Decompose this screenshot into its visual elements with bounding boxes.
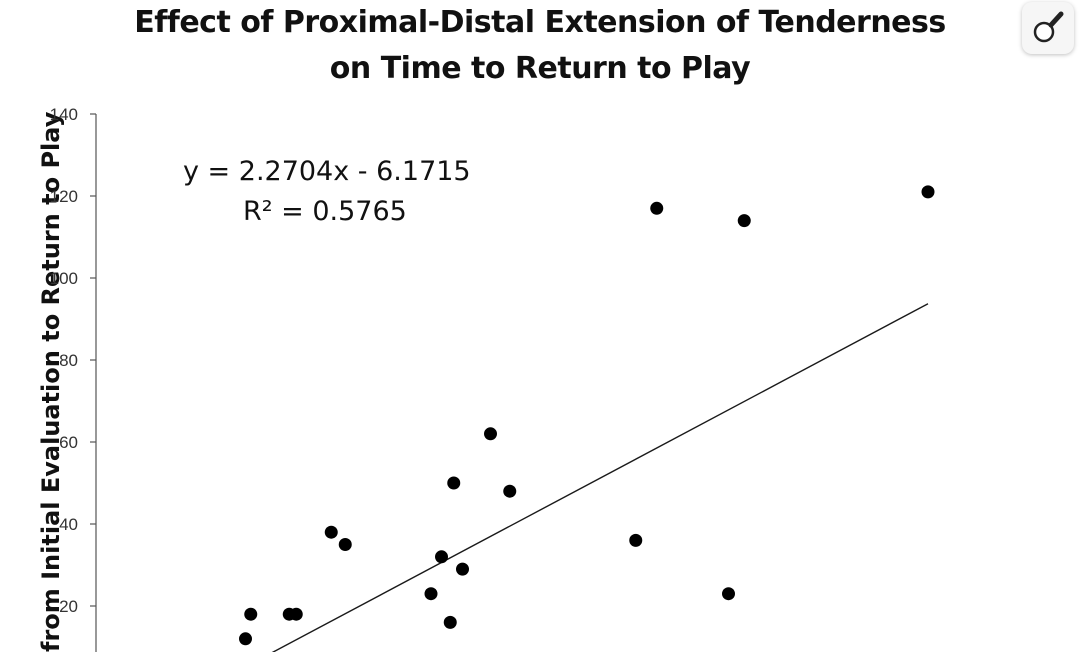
y-tick-label: 120 <box>50 187 78 206</box>
magnifier-icon <box>1033 11 1064 43</box>
data-point <box>244 607 258 621</box>
y-tick-label: 80 <box>59 351 78 370</box>
data-point <box>921 185 935 199</box>
data-points <box>239 185 935 646</box>
zoom-button[interactable] <box>1022 2 1074 54</box>
data-point <box>289 607 303 621</box>
data-point <box>722 587 735 601</box>
data-point <box>484 427 497 441</box>
r-squared-label: R² = 0.5765 <box>243 196 407 227</box>
y-tick-label: 20 <box>59 597 78 616</box>
y-tick-label: 60 <box>59 433 78 452</box>
data-point <box>650 201 664 215</box>
data-point <box>629 533 643 547</box>
chart-title-line-2: on Time to Return to Play <box>329 51 751 86</box>
y-tick-label: 140 <box>50 105 78 124</box>
data-point <box>424 587 438 601</box>
y-tick-label: 100 <box>50 269 78 288</box>
data-point <box>324 525 338 539</box>
data-point <box>443 615 457 629</box>
data-point <box>503 484 517 498</box>
trendline-equation: y = 2.2704x - 6.1715 <box>183 156 471 187</box>
data-point <box>435 550 448 564</box>
data-point <box>338 538 352 551</box>
data-point <box>737 214 751 228</box>
trendline <box>271 303 929 652</box>
chart-title: Effect of Proximal-Distal Extension of T… <box>0 0 1080 92</box>
data-point <box>239 632 252 646</box>
trendline-group <box>271 303 929 652</box>
data-point <box>447 476 461 490</box>
y-tick-label: 40 <box>59 515 78 534</box>
data-point <box>456 562 469 576</box>
chart-title-line-1: Effect of Proximal-Distal Extension of T… <box>134 5 946 40</box>
axes: 20 40 60 80 100 120 140 <box>50 105 97 652</box>
